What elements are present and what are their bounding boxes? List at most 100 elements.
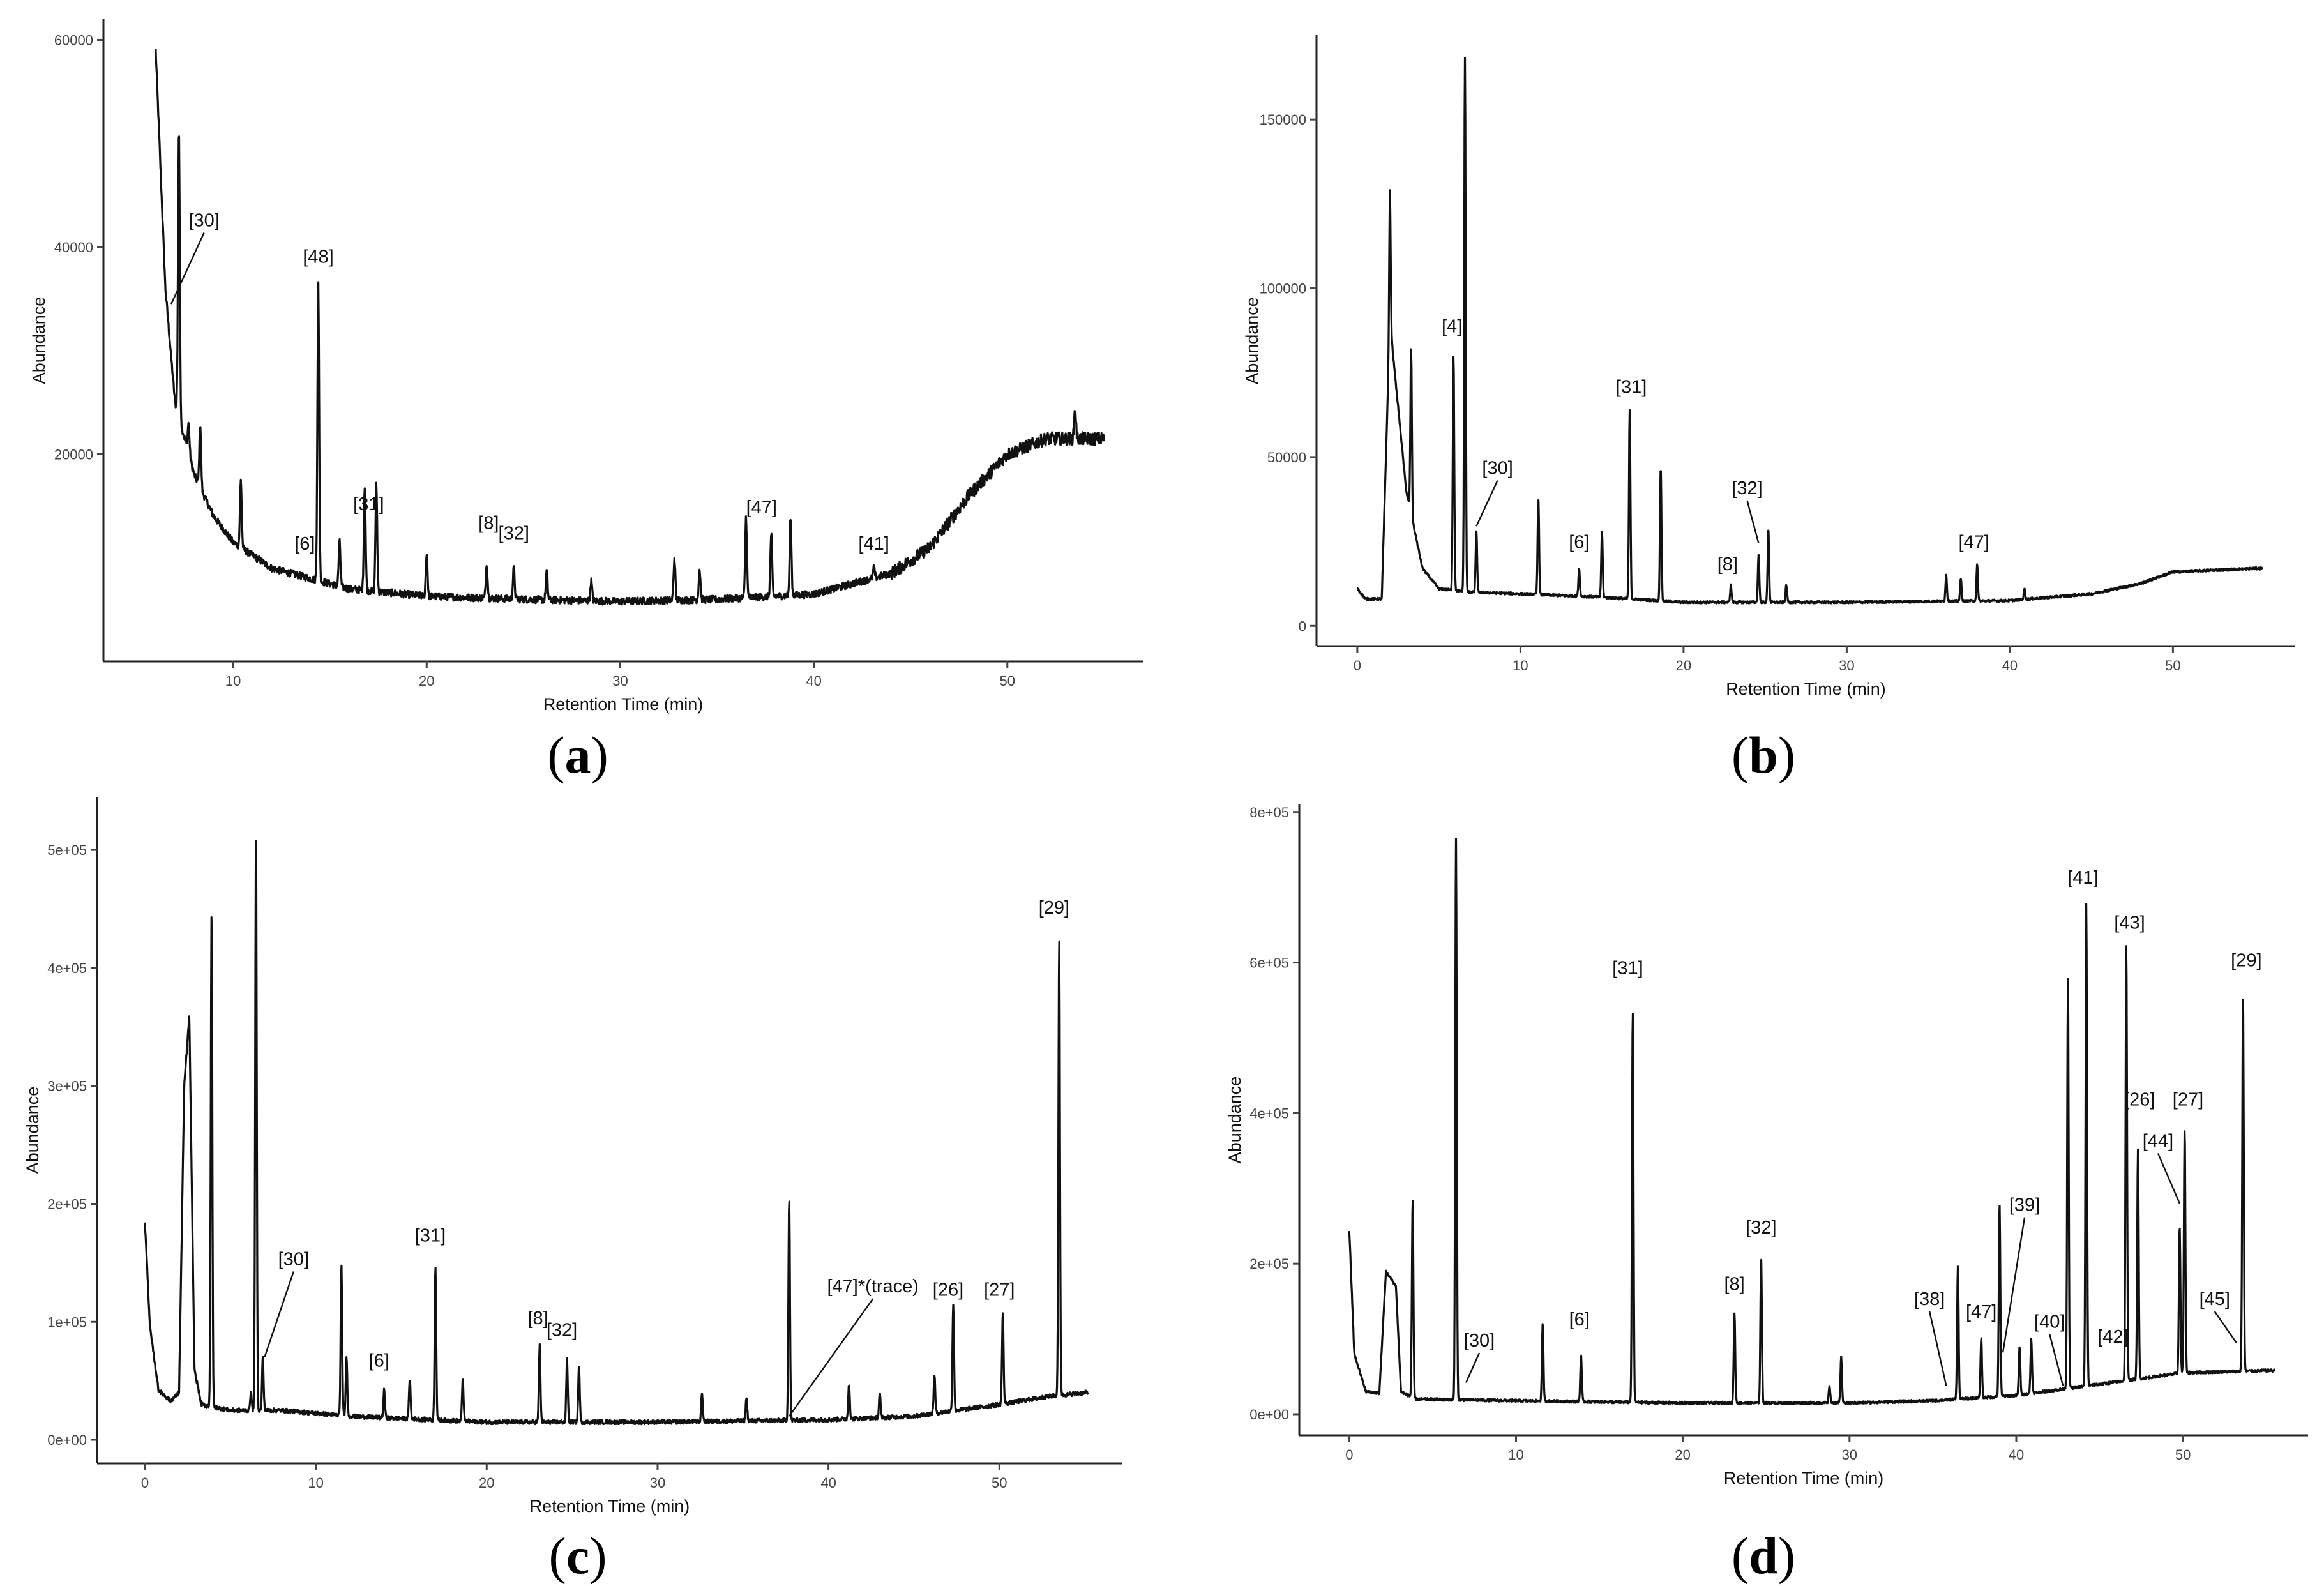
peak-annotation: [31] bbox=[415, 1226, 446, 1246]
peak-annotation: [47] bbox=[746, 497, 777, 518]
peak-annotation: [31] bbox=[353, 494, 384, 515]
peak-annotation: [30] bbox=[278, 1250, 309, 1270]
peak-annotation: [6] bbox=[369, 1350, 389, 1371]
peak-annotation: [32] bbox=[1732, 478, 1762, 499]
y-axis-title: Abundance bbox=[1225, 1076, 1244, 1164]
peak-annotation: [47]*(trace) bbox=[827, 1276, 918, 1297]
x-axis-title: Retention Time (min) bbox=[530, 1497, 690, 1516]
chart-panel-b: 0 10 20 30 40 50 0 50000 100000 150000 Retention T… bbox=[1242, 35, 2295, 784]
peak-annotation: [41] bbox=[858, 534, 889, 554]
y-tick-label: 2e+05 bbox=[1249, 1256, 1289, 1272]
peak-annotation: [38] bbox=[1914, 1289, 1945, 1310]
annotation-leader-line bbox=[2157, 1152, 2181, 1204]
peak-annotation: [31] bbox=[1616, 377, 1647, 397]
peak-annotation: [47] bbox=[1958, 532, 1989, 553]
y-tick-label: 1e+05 bbox=[47, 1314, 87, 1330]
peak-annotation: [4] bbox=[1442, 316, 1462, 336]
peak-annotation: [26] bbox=[2124, 1090, 2155, 1110]
x-tick-label: 20 bbox=[419, 673, 434, 689]
peak-annotation: [30] bbox=[188, 211, 219, 231]
annotation-leader-line bbox=[788, 1298, 874, 1417]
x-tick-label: 0 bbox=[141, 1475, 149, 1491]
y-axis-title: Abundance bbox=[1242, 297, 1262, 384]
y-tick-label: 4e+05 bbox=[1249, 1105, 1289, 1121]
chart-panel-c: 0 10 20 30 40 50 0e+00 1e+05 2e+05 3e+05 4e+05 5e+0… bbox=[23, 797, 1122, 1585]
panel-caption: (c) bbox=[548, 1527, 607, 1585]
panel-caption: (d) bbox=[1732, 1527, 1795, 1585]
y-tick-label: 2e+05 bbox=[47, 1196, 87, 1212]
peak-annotation: [45] bbox=[2200, 1289, 2230, 1310]
y-tick-label: 50000 bbox=[1267, 449, 1306, 465]
annotation-leader-line bbox=[170, 232, 205, 305]
x-tick-label: 20 bbox=[479, 1475, 494, 1491]
peak-annotation: [6] bbox=[294, 534, 315, 554]
y-tick-label: 0e+00 bbox=[1249, 1407, 1289, 1423]
x-tick-label: 30 bbox=[612, 673, 628, 689]
y-tick-label: 6e+05 bbox=[1249, 955, 1289, 971]
x-axis-title: Retention Time (min) bbox=[1726, 679, 1886, 699]
y-tick-label: 8e+05 bbox=[1249, 804, 1289, 820]
peak-annotation: [44] bbox=[2143, 1131, 2173, 1151]
peak-annotation: [43] bbox=[2114, 913, 2145, 933]
x-tick-label: 0 bbox=[1354, 658, 1361, 674]
peak-annotation: [8] bbox=[1717, 554, 1738, 575]
annotation-leader-line bbox=[2214, 1311, 2237, 1343]
peak-annotation: [8] bbox=[527, 1308, 548, 1329]
y-tick-label: 5e+05 bbox=[47, 842, 87, 858]
x-tick-label: 50 bbox=[2175, 1447, 2191, 1463]
x-tick-label: 40 bbox=[2002, 658, 2018, 674]
panel-caption-letter: d bbox=[1749, 1527, 1778, 1585]
x-axis-title: Retention Time (min) bbox=[1724, 1469, 1884, 1488]
peak-annotation: [8] bbox=[1724, 1274, 1744, 1294]
peak-annotation: [32] bbox=[547, 1320, 577, 1340]
panel-caption-letter: b bbox=[1749, 726, 1778, 784]
x-tick-label: 50 bbox=[2165, 658, 2180, 674]
x-tick-label: 50 bbox=[1000, 673, 1015, 689]
y-axis-title: Abundance bbox=[29, 297, 49, 384]
x-tick-label: 30 bbox=[1839, 658, 1854, 674]
chart-panel-d: 0 10 20 30 40 50 0e+00 2e+05 4e+05 6e+05 8e+05 Rete… bbox=[1225, 804, 2308, 1585]
annotation-leader-line bbox=[2049, 1334, 2064, 1386]
chart-panel-a: 10 20 30 40 50 20000 40000 60000 Retention Time … bbox=[29, 19, 1143, 784]
panel-caption-letter: a bbox=[565, 726, 591, 784]
peak-annotation: [30] bbox=[1482, 458, 1513, 478]
y-tick-label: 20000 bbox=[54, 446, 93, 462]
x-tick-label: 20 bbox=[1676, 658, 1691, 674]
peak-annotation: [29] bbox=[1039, 898, 1069, 918]
x-axis-title: Retention Time (min) bbox=[543, 695, 704, 714]
peak-annotation: [6] bbox=[1569, 532, 1589, 553]
peak-annotation: [31] bbox=[1612, 958, 1643, 978]
annotation-leader-line bbox=[1746, 500, 1760, 544]
peak-annotation: [32] bbox=[499, 524, 529, 544]
peak-annotation: [6] bbox=[1569, 1310, 1590, 1330]
x-tick-label: 10 bbox=[1508, 1447, 1523, 1463]
annotation-leader-line bbox=[1475, 480, 1498, 527]
peak-annotation: [26] bbox=[933, 1280, 963, 1301]
peak-annotation: [27] bbox=[2173, 1090, 2203, 1110]
x-tick-label: 40 bbox=[2009, 1447, 2024, 1463]
x-tick-label: 10 bbox=[225, 673, 241, 689]
chromatogram-trace bbox=[1356, 57, 2263, 605]
y-tick-label: 4e+05 bbox=[47, 960, 87, 976]
y-tick-label: 0e+00 bbox=[47, 1432, 87, 1448]
x-tick-label: 20 bbox=[1675, 1447, 1690, 1463]
peak-annotation: [27] bbox=[984, 1280, 1015, 1301]
peak-annotation: [39] bbox=[2009, 1195, 2040, 1216]
y-tick-label: 60000 bbox=[54, 32, 93, 48]
y-tick-label: 40000 bbox=[54, 239, 93, 255]
annotation-leader-line bbox=[264, 1271, 294, 1358]
peak-annotation: [8] bbox=[478, 513, 499, 533]
y-tick-label: 0 bbox=[1299, 618, 1306, 634]
chromatogram-trace bbox=[155, 49, 1105, 606]
peak-annotation: [30] bbox=[1464, 1331, 1495, 1351]
y-tick-label: 3e+05 bbox=[47, 1078, 87, 1094]
x-tick-label: 50 bbox=[992, 1475, 1007, 1491]
panel-caption-letter: c bbox=[566, 1527, 589, 1585]
peak-annotation: [48] bbox=[303, 246, 333, 267]
peak-annotation: [47] bbox=[1966, 1302, 1996, 1322]
y-tick-label: 100000 bbox=[1260, 281, 1306, 297]
y-tick-label: 150000 bbox=[1260, 112, 1306, 128]
peak-annotation: [42] bbox=[2097, 1327, 2128, 1347]
peak-annotation: [32] bbox=[1746, 1218, 1776, 1238]
